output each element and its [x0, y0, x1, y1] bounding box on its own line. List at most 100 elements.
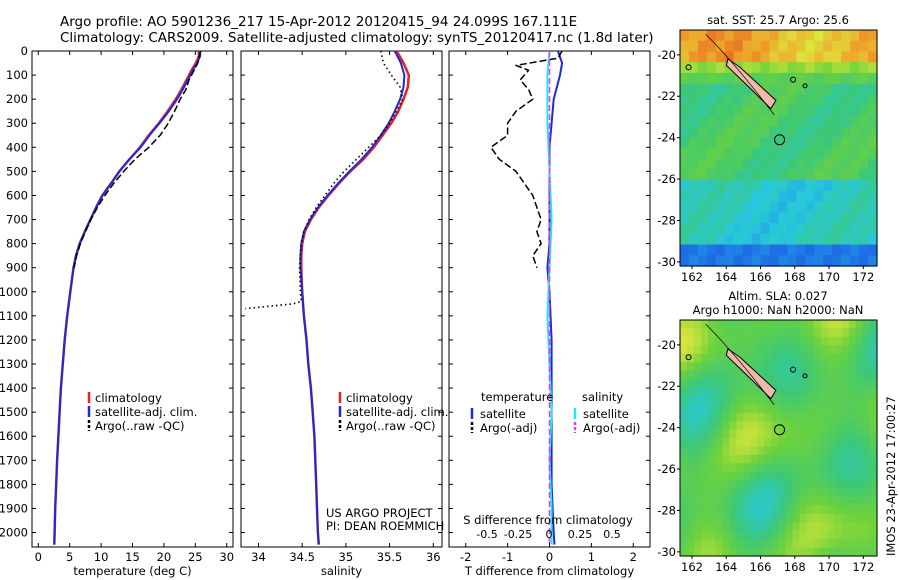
map-cell	[827, 505, 836, 515]
map-cell	[792, 362, 801, 372]
map-cell	[832, 180, 842, 192]
map-cell	[806, 345, 815, 355]
map-cell	[769, 126, 780, 138]
map-cell	[792, 429, 801, 439]
map-cell	[778, 105, 789, 117]
map-cell	[820, 412, 829, 422]
map-cell	[769, 72, 780, 85]
map-cell	[736, 488, 744, 498]
map-cell	[680, 522, 688, 532]
lat-tick-label: -20	[657, 338, 676, 352]
map-cell	[687, 463, 695, 473]
lon-tick-label: 162	[681, 560, 703, 574]
map-cell	[736, 539, 744, 549]
map-cell	[750, 438, 758, 448]
map-cell	[869, 336, 878, 346]
map-cell	[827, 387, 836, 397]
map-cell	[785, 539, 794, 549]
map-cell	[834, 336, 843, 346]
map-cell	[785, 505, 794, 515]
map-cell	[722, 454, 730, 464]
map-cell	[680, 233, 690, 246]
map-cell	[862, 345, 871, 355]
map-cell	[722, 488, 730, 498]
map-cell	[701, 379, 709, 389]
map-cell	[706, 255, 717, 267]
map-cell	[697, 105, 708, 117]
map-cell	[708, 353, 716, 363]
map-cell	[715, 539, 723, 549]
map-cell	[750, 412, 758, 422]
map-cell	[799, 547, 808, 557]
map-cell	[701, 438, 709, 448]
map-cell	[813, 438, 822, 448]
map-cell	[832, 169, 842, 181]
map-cell	[778, 370, 787, 380]
map-cell	[764, 421, 773, 431]
map-cell	[832, 148, 842, 160]
map-cell	[778, 201, 789, 213]
map-cell	[722, 421, 730, 431]
map-cell	[742, 126, 753, 138]
map-cell	[806, 547, 815, 557]
map-cell	[708, 497, 716, 507]
map-cell	[722, 404, 730, 414]
map-cell	[715, 379, 723, 389]
map-cell	[841, 488, 850, 498]
map-cell	[757, 421, 766, 431]
map-cell	[701, 404, 709, 414]
map-cell	[785, 379, 794, 389]
map-cell	[771, 463, 780, 473]
map-cell	[757, 446, 766, 456]
map-cell	[760, 72, 771, 85]
map-cell	[694, 488, 702, 498]
map-cell	[688, 137, 699, 149]
map-cell	[799, 471, 808, 481]
map-cell	[823, 105, 833, 117]
map-cell	[862, 421, 871, 431]
map-cell	[813, 463, 822, 473]
map-cell	[750, 539, 758, 549]
map-cell	[806, 488, 815, 498]
map-cell	[724, 30, 735, 42]
map-cell	[841, 233, 851, 246]
map-cell	[792, 370, 801, 380]
map-cell	[750, 429, 758, 439]
map-cell	[806, 539, 815, 549]
map-cell	[729, 429, 737, 439]
map-cell	[708, 412, 716, 422]
map-cell	[834, 522, 843, 532]
series-line-temperature	[53, 50, 202, 545]
map-cell	[862, 412, 871, 422]
map-cell	[823, 169, 833, 181]
map-cell	[715, 353, 723, 363]
map-cell	[680, 547, 688, 557]
s-tick-label: 0.25	[568, 528, 593, 541]
map-cell	[820, 370, 829, 380]
map-cell	[680, 212, 690, 224]
map-title-sla: Altim. SLA: 0.027	[728, 289, 827, 303]
map-cell	[680, 40, 690, 53]
lon-tick-label: 166	[750, 560, 772, 574]
map-cell	[736, 387, 744, 397]
map-cell	[778, 336, 787, 346]
map-cell	[771, 539, 780, 549]
map-cell	[848, 522, 857, 532]
map-cell	[834, 328, 843, 338]
map-cell	[733, 233, 744, 246]
map-cell	[832, 126, 842, 138]
map-cell	[806, 328, 815, 338]
map-cell	[742, 223, 753, 235]
map-cell	[764, 530, 773, 540]
island-new-caledonia	[725, 58, 777, 110]
map-cell	[715, 513, 723, 523]
map-cell	[785, 412, 794, 422]
map-cell	[834, 412, 843, 422]
s-tick-label: -0.5	[476, 528, 497, 541]
map-cell	[697, 137, 708, 149]
map-cell	[787, 62, 797, 74]
map-cell	[757, 547, 766, 557]
map-cell	[769, 105, 780, 117]
map-cell	[715, 320, 723, 330]
map-cell	[687, 480, 695, 490]
